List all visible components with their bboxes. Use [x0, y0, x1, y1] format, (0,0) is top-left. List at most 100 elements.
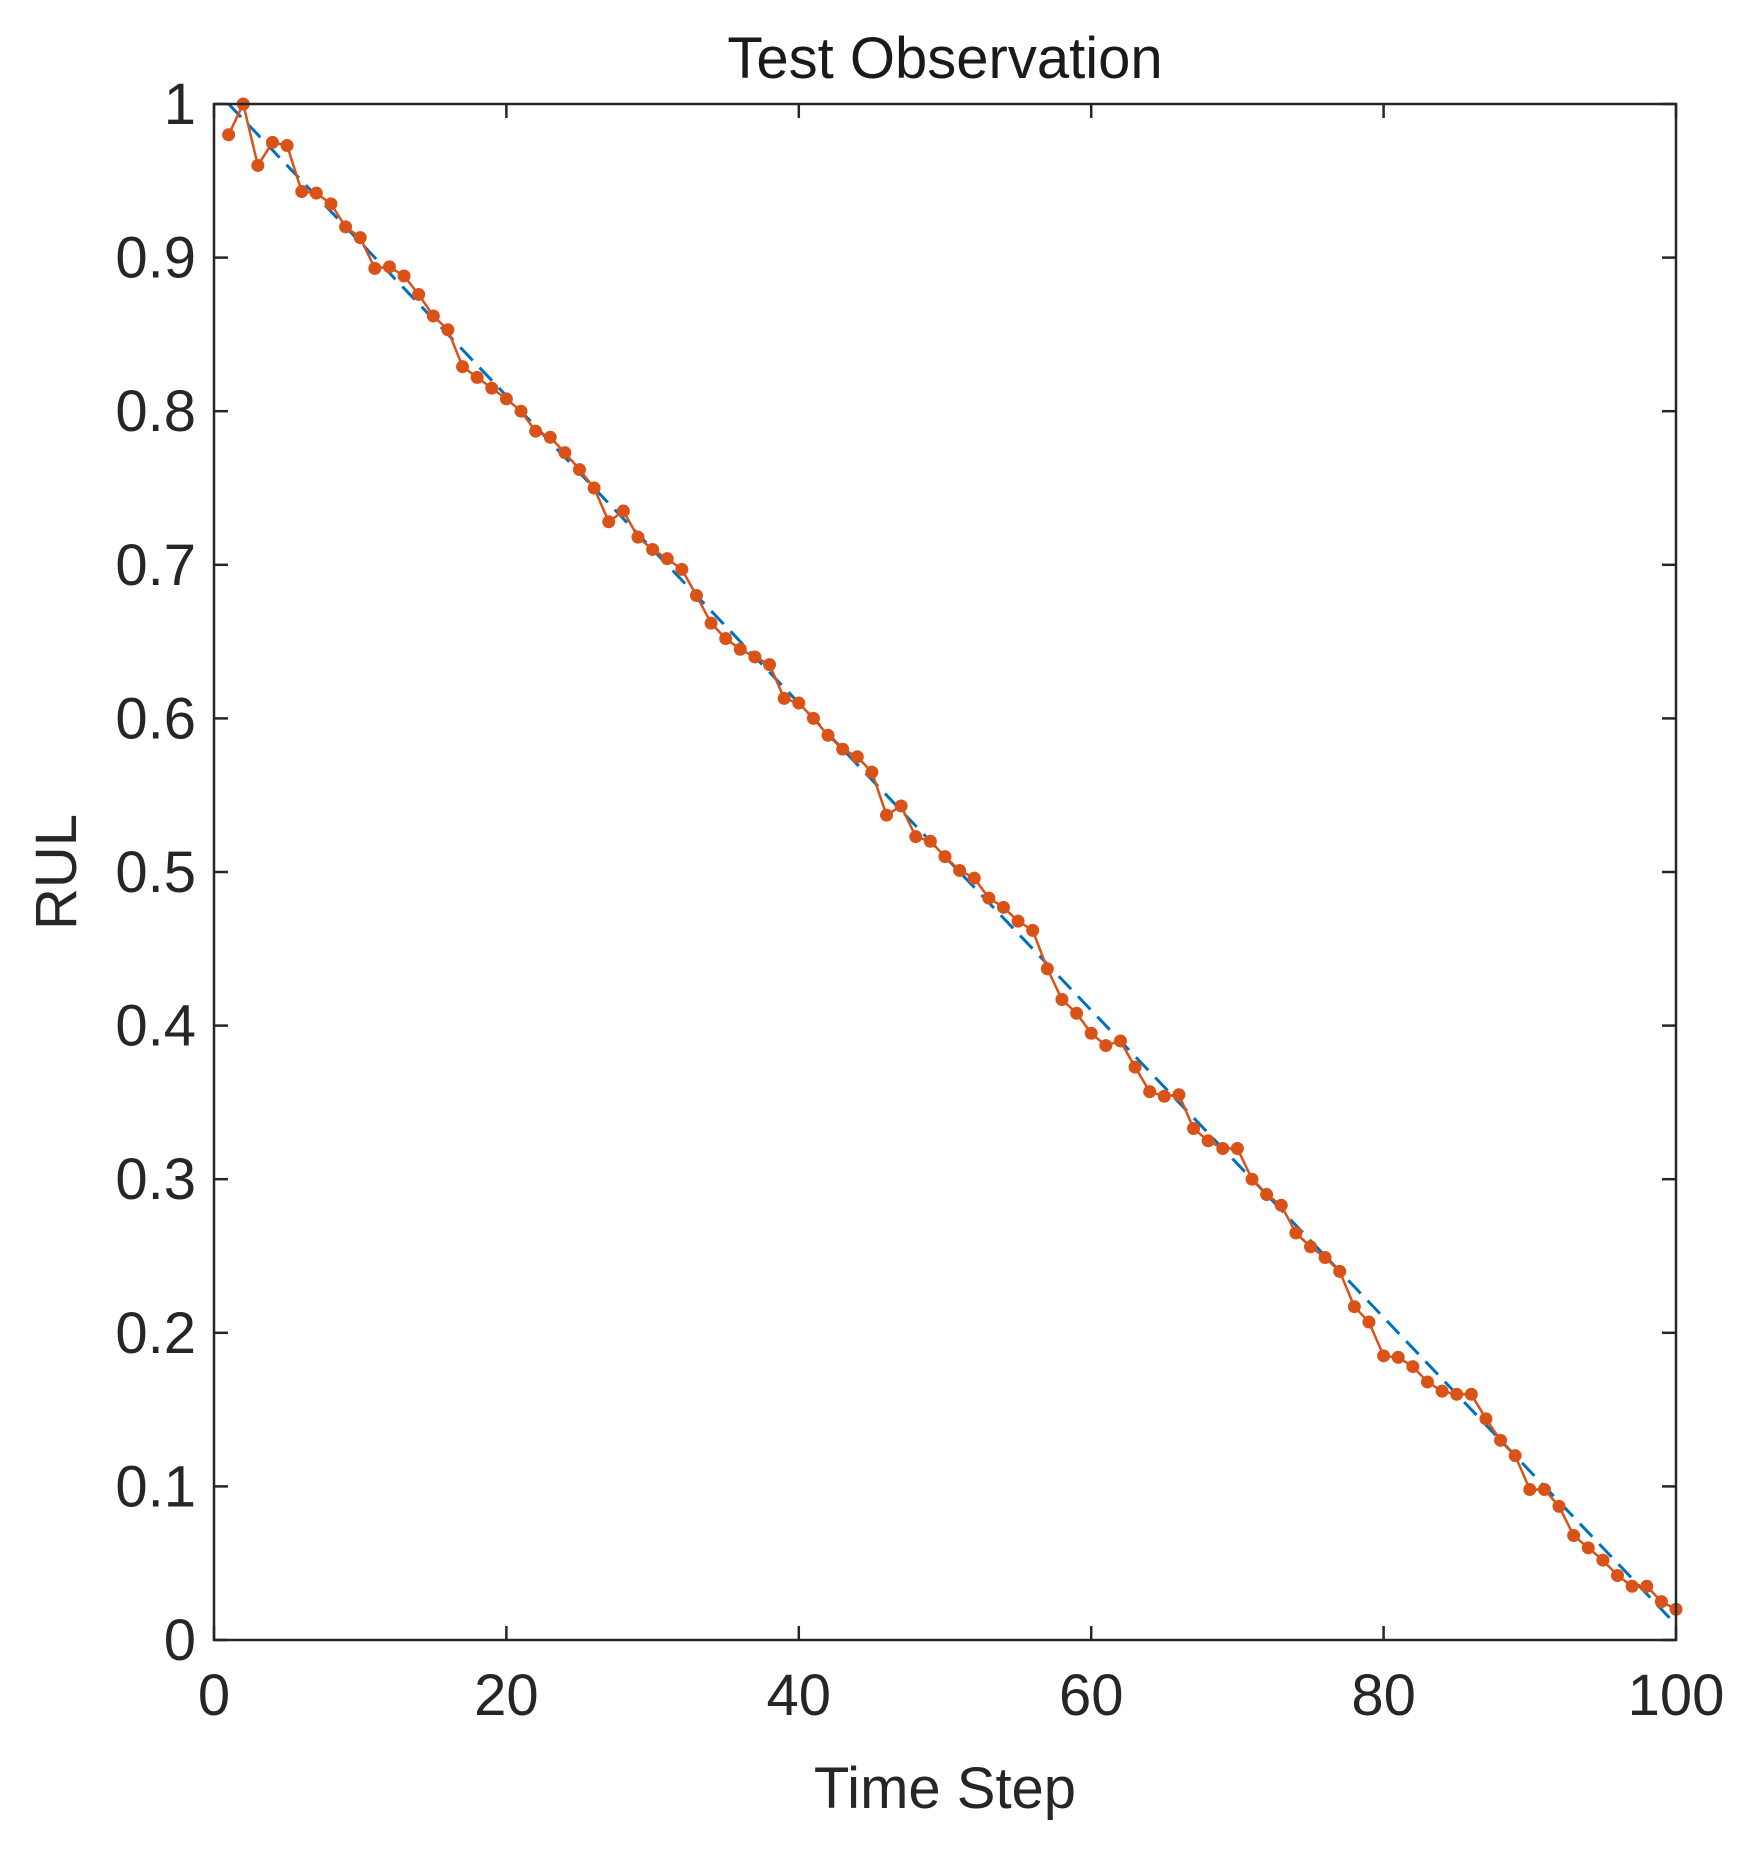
data-point: [982, 891, 996, 905]
data-point: [894, 799, 908, 813]
data-point: [953, 863, 967, 877]
data-point: [792, 696, 806, 710]
x-tick-label: 0: [198, 1663, 230, 1728]
data-point: [1552, 1499, 1566, 1513]
data-point: [865, 765, 879, 779]
data-point: [382, 260, 396, 274]
data-point: [441, 323, 455, 337]
plot-box: [212, 102, 1678, 1642]
data-point: [660, 552, 674, 566]
data-point: [1362, 1315, 1376, 1329]
data-point: [1654, 1595, 1668, 1609]
data-point: [558, 446, 572, 460]
data-point: [222, 128, 236, 142]
data-point: [1113, 1034, 1127, 1048]
data-point: [689, 589, 703, 603]
y-tick-label: 0: [164, 1608, 196, 1673]
tick-layer: 0 20 40 60 80 100 0 0.1 0.2 0.3 0.4 0.5 0.6 0.7 0.8 0.9…: [115, 72, 1724, 1728]
data-point: [1143, 1085, 1157, 1099]
data-point: [938, 850, 952, 864]
x-tick-label: 80: [1351, 1663, 1416, 1728]
data-point: [1304, 1240, 1317, 1254]
data-point: [1260, 1188, 1274, 1202]
data-point: [499, 392, 513, 406]
data-point: [909, 830, 923, 844]
data-point: [1494, 1433, 1508, 1447]
data-point: [763, 658, 777, 672]
data-point: [1377, 1349, 1391, 1363]
data-point: [1450, 1387, 1464, 1401]
data-point: [1099, 1039, 1113, 1053]
data-point: [1464, 1387, 1478, 1401]
data-point: [529, 424, 543, 438]
data-point: [1055, 992, 1069, 1006]
data-point: [295, 185, 309, 199]
data-point: [587, 481, 601, 495]
data-point: [675, 562, 689, 576]
data-point: [850, 750, 864, 764]
data-point: [1640, 1579, 1654, 1593]
data-point: [1333, 1264, 1347, 1278]
data-point: [923, 834, 937, 848]
data-point: [353, 231, 367, 245]
data-point: [1230, 1141, 1244, 1155]
data-point: [309, 186, 323, 200]
data-point: [880, 808, 894, 822]
data-point: [397, 269, 411, 283]
y-tick-label: 0.3: [115, 1147, 196, 1212]
data-point: [1347, 1300, 1361, 1314]
data-point: [368, 261, 382, 275]
data-point: [1070, 1006, 1084, 1020]
x-axis-title: Time Step: [814, 1756, 1076, 1821]
y-axis-title: RUL: [24, 814, 89, 930]
data-point: [412, 287, 426, 301]
data-point: [1537, 1482, 1551, 1496]
y-tick-label: 0.1: [115, 1454, 196, 1519]
data-point: [777, 691, 791, 705]
data-point: [324, 197, 338, 211]
data-point: [543, 430, 557, 444]
data-point: [1245, 1172, 1259, 1186]
x-tick-label: 60: [1059, 1663, 1124, 1728]
data-point: [704, 616, 718, 630]
y-tick-label: 0.4: [115, 994, 196, 1059]
data-point: [470, 370, 484, 384]
data-point: [1581, 1541, 1595, 1555]
y-tick-label: 1: [164, 72, 196, 137]
data-point: [251, 158, 265, 172]
data-point: [733, 642, 747, 656]
data-point: [821, 728, 835, 742]
y-tick-label: 0.8: [115, 379, 196, 444]
data-point: [1318, 1251, 1332, 1265]
data-point: [836, 742, 850, 756]
data-point: [1435, 1384, 1449, 1398]
y-tick-label: 0.9: [115, 226, 196, 291]
y-tick-label: 0.7: [115, 533, 196, 598]
data-point: [967, 871, 981, 885]
data-point: [1289, 1226, 1303, 1240]
x-tick-label: 100: [1628, 1663, 1725, 1728]
y-tick-label: 0.2: [115, 1301, 196, 1366]
x-tick-label: 20: [474, 1663, 539, 1728]
chart-title: Test Observation: [727, 26, 1162, 91]
data-point: [514, 404, 528, 418]
data-point: [1611, 1568, 1625, 1582]
data-point: [280, 138, 294, 152]
data-point: [1216, 1141, 1230, 1155]
data-point: [616, 504, 630, 518]
data-point: [485, 381, 499, 395]
data-point: [1128, 1060, 1142, 1074]
data-point: [1523, 1482, 1537, 1496]
data-point: [1479, 1412, 1493, 1426]
data-point: [265, 135, 279, 149]
series-line-1: [227, 100, 1677, 1611]
data-point: [1172, 1088, 1186, 1102]
data-point: [1040, 962, 1054, 976]
data-point: [1508, 1449, 1522, 1463]
data-point: [748, 650, 762, 664]
data-point: [1406, 1360, 1420, 1374]
data-point: [1011, 914, 1025, 928]
data-point: [631, 530, 645, 544]
data-point: [573, 463, 586, 477]
